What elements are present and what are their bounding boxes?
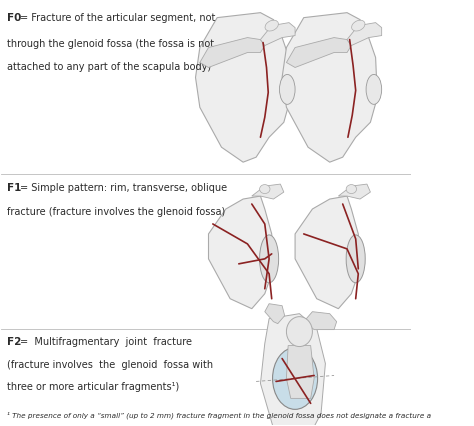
Polygon shape — [260, 314, 325, 426]
Text: fracture (fracture involves the glenoid fossa): fracture (fracture involves the glenoid … — [7, 207, 225, 216]
Polygon shape — [338, 184, 370, 199]
Ellipse shape — [346, 236, 365, 283]
Polygon shape — [252, 184, 284, 199]
Text: (fracture involves  the  glenoid  fossa with: (fracture involves the glenoid fossa wit… — [7, 359, 213, 368]
Polygon shape — [209, 196, 273, 309]
Text: F1: F1 — [7, 183, 21, 193]
Polygon shape — [347, 23, 382, 46]
Polygon shape — [304, 312, 337, 330]
Text: through the glenoid fossa (the fossa is not: through the glenoid fossa (the fossa is … — [7, 38, 214, 49]
Polygon shape — [286, 38, 351, 68]
Ellipse shape — [280, 75, 295, 105]
Polygon shape — [260, 23, 295, 46]
Polygon shape — [195, 14, 291, 163]
Polygon shape — [295, 196, 360, 309]
Ellipse shape — [286, 317, 312, 347]
Text: = Fracture of the articular segment, not: = Fracture of the articular segment, not — [20, 13, 215, 23]
Ellipse shape — [260, 185, 270, 194]
Text: attached to any part of the scapula body): attached to any part of the scapula body… — [7, 62, 211, 72]
Ellipse shape — [366, 75, 382, 105]
Ellipse shape — [265, 21, 278, 32]
Text: F0: F0 — [7, 13, 21, 23]
Text: F2: F2 — [7, 336, 21, 346]
Polygon shape — [286, 346, 314, 398]
Polygon shape — [200, 38, 265, 68]
Text: three or more articular fragments¹): three or more articular fragments¹) — [7, 382, 179, 391]
Text: =  Multifragmentary  joint  fracture: = Multifragmentary joint fracture — [20, 336, 192, 346]
Polygon shape — [265, 304, 285, 324]
Polygon shape — [282, 14, 377, 163]
Text: = Simple pattern: rim, transverse, oblique: = Simple pattern: rim, transverse, obliq… — [20, 183, 227, 193]
Text: ¹ The presence of only a “small” (up to 2 mm) fracture fragment in the glenoid f: ¹ The presence of only a “small” (up to … — [7, 410, 431, 418]
Ellipse shape — [273, 348, 318, 409]
Ellipse shape — [352, 21, 365, 32]
Ellipse shape — [260, 236, 279, 283]
Ellipse shape — [346, 185, 356, 194]
